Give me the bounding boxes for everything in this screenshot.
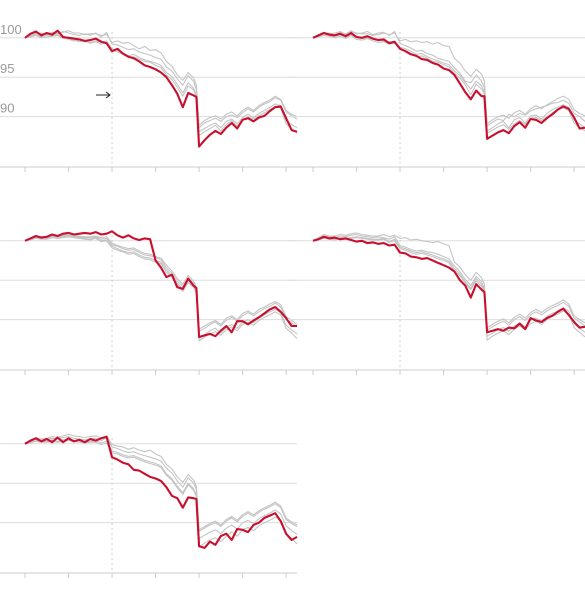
series-line-gray-3 — [312, 34, 585, 134]
series-line-highlight — [24, 230, 297, 339]
series-line-gray-1 — [24, 234, 298, 333]
series-line-gray-4 — [24, 433, 298, 531]
series-line-gray-1 — [24, 30, 298, 129]
series-line-gray-4 — [312, 232, 585, 329]
arrow-annotation — [96, 91, 111, 99]
panel-4 — [288, 232, 585, 375]
series-line-highlight — [312, 235, 585, 334]
y-tick-label: 90 — [0, 101, 14, 116]
series-line-gray-2 — [312, 237, 585, 337]
panel-1: 90 95 100 — [0, 22, 298, 172]
y-tick-label: 100 — [0, 22, 22, 37]
series-line-highlight — [24, 435, 298, 549]
series-line-gray-1 — [24, 436, 298, 532]
series-line-gray-3 — [312, 236, 585, 341]
series-line-highlight — [312, 31, 585, 140]
panel-3 — [0, 230, 298, 375]
y-tick-label: 95 — [0, 61, 14, 76]
series-line-gray-3 — [24, 235, 298, 342]
series-line-gray-2 — [24, 34, 298, 133]
series-line-gray-1 — [312, 30, 585, 127]
series-line-gray-4 — [312, 30, 585, 125]
series-line-gray-4 — [24, 233, 298, 330]
series-line-gray-4 — [24, 30, 298, 126]
panel-2 — [288, 30, 585, 172]
series-line-gray-3 — [24, 34, 298, 137]
series-line-highlight — [24, 29, 298, 148]
panel-5 — [0, 433, 298, 578]
panels-root: 90 95 100 — [0, 22, 585, 578]
series-line-gray-1 — [312, 233, 585, 331]
